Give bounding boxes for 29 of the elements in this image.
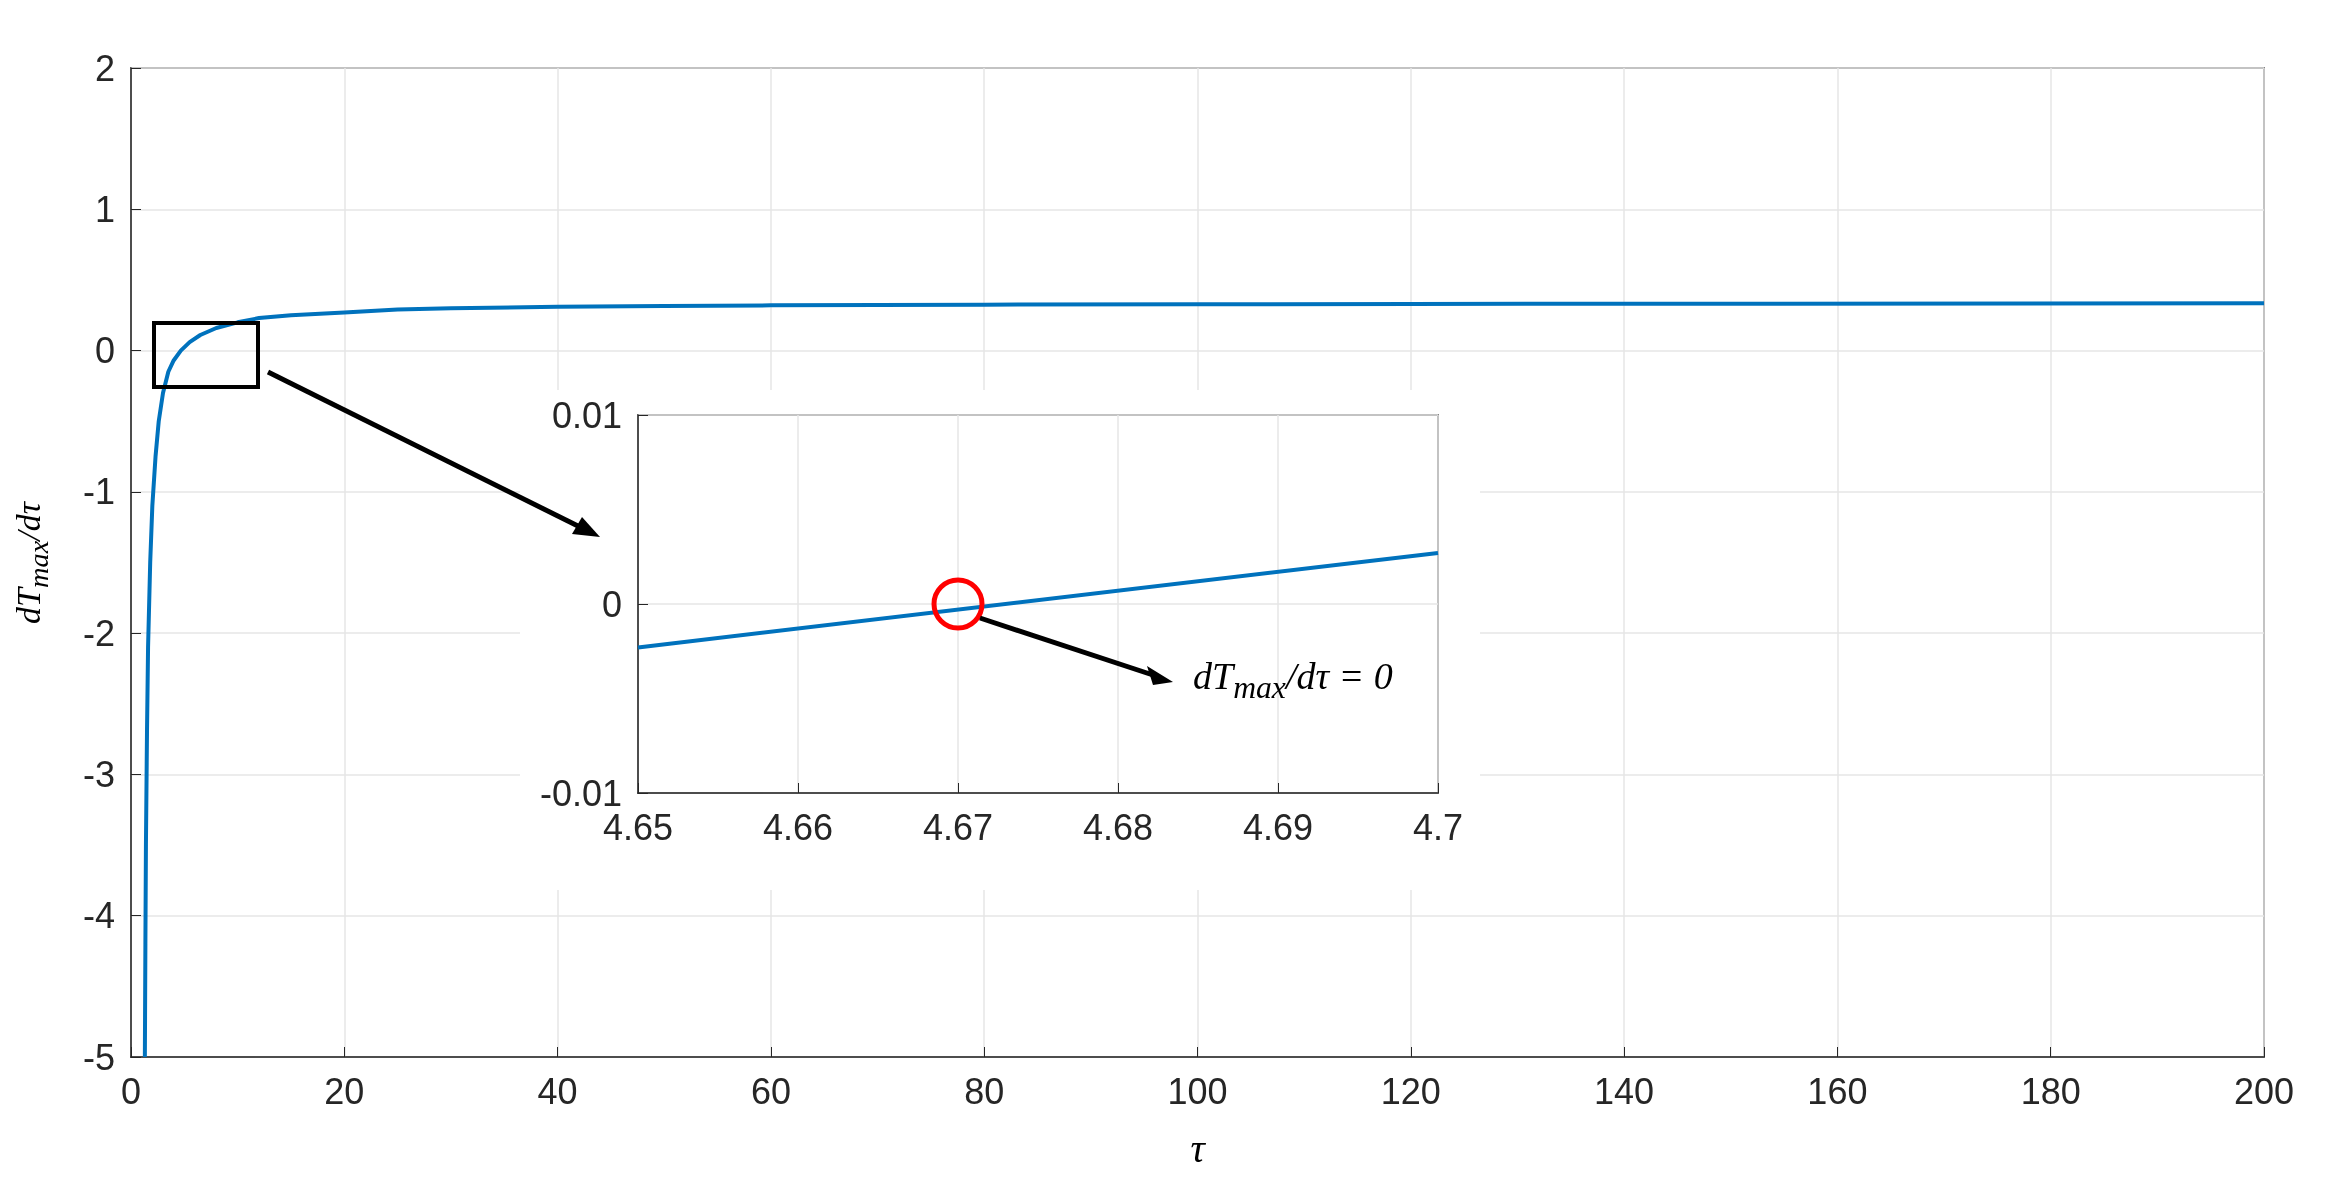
- x-tick-label: 120: [1380, 1070, 1441, 1112]
- y-tick-label: 0: [94, 330, 115, 372]
- x-tick-label: 100: [1167, 1070, 1228, 1112]
- y-tick-label: -5: [82, 1036, 115, 1078]
- y-tick-label: -1: [82, 471, 115, 513]
- x-tick-label: 4.69: [1242, 806, 1314, 848]
- x-axis-title: τ: [1190, 1125, 1205, 1172]
- x-tick-label: 40: [537, 1070, 578, 1112]
- x-tick-label: 4.66: [762, 806, 834, 848]
- y-tick-label: 0.01: [551, 394, 622, 436]
- x-tick-label: 80: [964, 1070, 1005, 1112]
- x-tick-label: 180: [2020, 1070, 2081, 1112]
- y-tick-label: -4: [82, 895, 115, 937]
- y-tick-label: -3: [82, 753, 115, 795]
- x-tick-label: 4.68: [1082, 806, 1154, 848]
- y-tick-label: 2: [94, 47, 115, 89]
- x-tick-label: 200: [2233, 1070, 2295, 1112]
- x-tick-label: 60: [750, 1070, 791, 1112]
- x-tick-label: 4.7: [1412, 806, 1464, 848]
- x-tick-label: 0: [120, 1070, 142, 1112]
- line-series: [142, 301, 2266, 1059]
- x-tick-label: 4.67: [922, 806, 994, 848]
- y-tick-label: -2: [82, 612, 115, 654]
- annotation: dT$_{max}$/dτ = 0: [1193, 654, 1393, 706]
- x-tick-label: 20: [324, 1070, 365, 1112]
- x-tick-label: 160: [1807, 1070, 1868, 1112]
- y-tick-label: 0: [601, 583, 622, 625]
- x-tick-label: 140: [1594, 1070, 1655, 1112]
- y-tick-label: 1: [94, 188, 115, 230]
